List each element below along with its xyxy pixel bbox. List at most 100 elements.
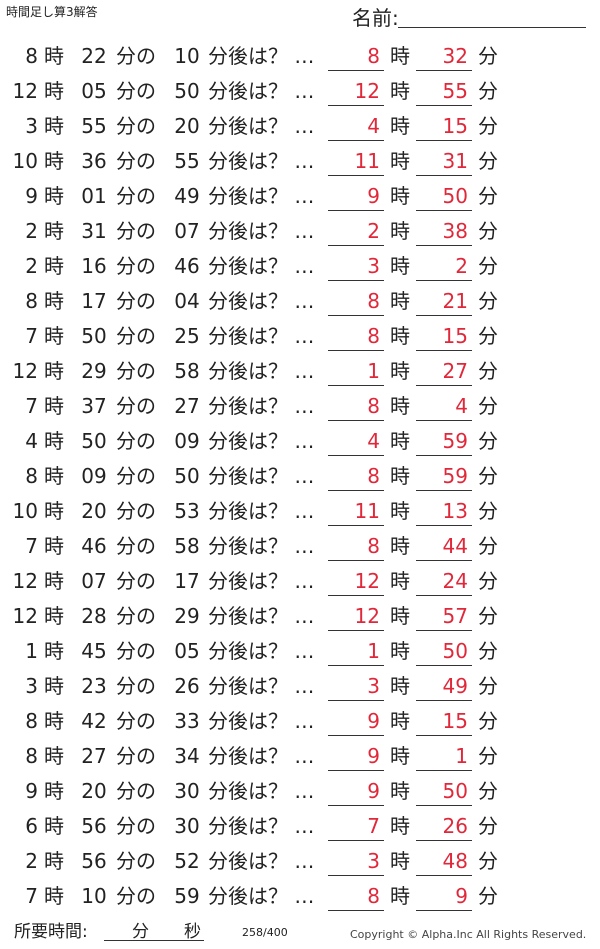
start-minute: 36 xyxy=(81,149,107,173)
min-of-label: 分の xyxy=(116,44,156,68)
after-label: 分後は？ … xyxy=(208,499,315,523)
start-hour: 8 xyxy=(25,289,38,313)
copyright: Copyright © Alpha.Inc All Rights Reserve… xyxy=(350,928,587,941)
added-minutes: 27 xyxy=(174,394,200,418)
min-of-label: 分の xyxy=(116,569,156,593)
start-hour: 12 xyxy=(12,604,38,628)
min-of-label: 分の xyxy=(116,254,156,278)
start-hour: 12 xyxy=(12,569,38,593)
added-minutes: 17 xyxy=(174,569,200,593)
answer-hour: 8 xyxy=(367,534,380,558)
name-line xyxy=(398,27,586,28)
answer-hour-line xyxy=(328,525,384,526)
hour-label: 時 xyxy=(44,814,64,838)
answer-hour-label: 時 xyxy=(390,674,410,698)
answer-hour: 3 xyxy=(367,254,380,278)
answer-hour: 12 xyxy=(354,604,380,628)
added-minutes: 25 xyxy=(174,324,200,348)
hour-label: 時 xyxy=(44,779,64,803)
start-hour: 6 xyxy=(25,814,38,838)
answer-minute-line xyxy=(416,105,472,106)
start-minute: 07 xyxy=(81,569,107,593)
answer-minute-label: 分 xyxy=(478,429,498,453)
answer-hour-label: 時 xyxy=(390,324,410,348)
hour-label: 時 xyxy=(44,884,64,908)
answer-minute-line xyxy=(416,315,472,316)
hour-label: 時 xyxy=(44,114,64,138)
min-of-label: 分の xyxy=(116,359,156,383)
answer-minute: 48 xyxy=(442,849,468,873)
added-minutes: 53 xyxy=(174,499,200,523)
min-of-label: 分の xyxy=(116,149,156,173)
after-label: 分後は？ … xyxy=(208,184,315,208)
answer-minute-line xyxy=(416,735,472,736)
answer-minute: 2 xyxy=(455,254,468,278)
after-label: 分後は？ … xyxy=(208,604,315,628)
after-label: 分後は？ … xyxy=(208,219,315,243)
start-minute: 09 xyxy=(81,464,107,488)
answer-hour-line xyxy=(328,315,384,316)
start-hour: 10 xyxy=(12,149,38,173)
answer-hour: 8 xyxy=(367,44,380,68)
answer-minute: 15 xyxy=(442,324,468,348)
answer-hour-label: 時 xyxy=(390,464,410,488)
after-label: 分後は？ … xyxy=(208,709,315,733)
answer-minute-label: 分 xyxy=(478,849,498,873)
answer-minute-label: 分 xyxy=(478,534,498,558)
added-minutes: 55 xyxy=(174,149,200,173)
start-minute: 29 xyxy=(81,359,107,383)
start-minute: 42 xyxy=(81,709,107,733)
answer-minute: 49 xyxy=(442,674,468,698)
answer-minute-label: 分 xyxy=(478,254,498,278)
answer-hour-line xyxy=(328,770,384,771)
hour-label: 時 xyxy=(44,534,64,558)
answer-hour-label: 時 xyxy=(390,884,410,908)
answer-minute-label: 分 xyxy=(478,184,498,208)
hour-label: 時 xyxy=(44,149,64,173)
answer-minute-label: 分 xyxy=(478,149,498,173)
page-number: 258/400 xyxy=(242,926,288,939)
answer-hour-line xyxy=(328,595,384,596)
answer-hour-label: 時 xyxy=(390,849,410,873)
after-label: 分後は？ … xyxy=(208,569,315,593)
answer-minute: 26 xyxy=(442,814,468,838)
answer-minute-line xyxy=(416,595,472,596)
answer-minute-label: 分 xyxy=(478,359,498,383)
answer-minute-label: 分 xyxy=(478,114,498,138)
answer-hour: 3 xyxy=(367,674,380,698)
answer-minute-line xyxy=(416,700,472,701)
answer-hour: 9 xyxy=(367,709,380,733)
answer-hour: 8 xyxy=(367,884,380,908)
answer-hour-line xyxy=(328,280,384,281)
answer-hour: 11 xyxy=(354,149,380,173)
added-minutes: 10 xyxy=(174,44,200,68)
min-of-label: 分の xyxy=(116,324,156,348)
answer-minute-line xyxy=(416,245,472,246)
start-hour: 7 xyxy=(25,394,38,418)
answer-minute-label: 分 xyxy=(478,394,498,418)
answer-minute-label: 分 xyxy=(478,779,498,803)
answer-hour-label: 時 xyxy=(390,639,410,663)
answer-minute-line xyxy=(416,805,472,806)
hour-label: 時 xyxy=(44,394,64,418)
answer-minute: 4 xyxy=(455,394,468,418)
answer-hour: 2 xyxy=(367,219,380,243)
answer-hour-label: 時 xyxy=(390,114,410,138)
answer-minute: 21 xyxy=(442,289,468,313)
answer-minute-label: 分 xyxy=(478,79,498,103)
hour-label: 時 xyxy=(44,289,64,313)
answer-hour: 12 xyxy=(354,79,380,103)
answer-minute-label: 分 xyxy=(478,709,498,733)
answer-hour: 8 xyxy=(367,324,380,348)
answer-hour-label: 時 xyxy=(390,744,410,768)
start-minute: 55 xyxy=(81,114,107,138)
answer-minute-line xyxy=(416,350,472,351)
answer-hour-line xyxy=(328,385,384,386)
answer-minute-line xyxy=(416,525,472,526)
after-label: 分後は？ … xyxy=(208,79,315,103)
after-label: 分後は？ … xyxy=(208,639,315,663)
start-minute: 23 xyxy=(81,674,107,698)
min-label: 分 xyxy=(132,922,149,942)
answer-hour: 1 xyxy=(367,359,380,383)
after-label: 分後は？ … xyxy=(208,149,315,173)
